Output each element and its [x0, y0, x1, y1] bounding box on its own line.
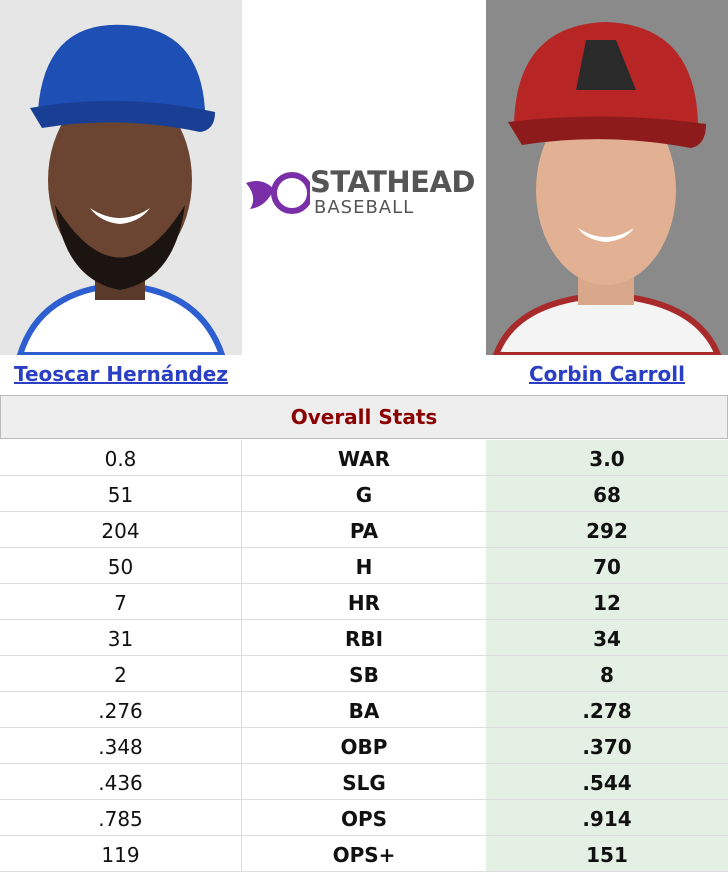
left-stat: .436 — [0, 764, 242, 799]
stat-row: 119 OPS+ 151 — [0, 836, 728, 872]
left-stat: .276 — [0, 692, 242, 727]
right-stat: 8 — [486, 656, 728, 691]
stat-row: .436 SLG .544 — [0, 764, 728, 800]
stat-label: SLG — [342, 771, 386, 795]
right-stat: 151 — [486, 836, 728, 871]
stat-row: .276 BA .278 — [0, 692, 728, 728]
stat-label: BA — [348, 699, 380, 723]
right-stat: .914 — [486, 800, 728, 835]
stat-row: 0.8 WAR 3.0 — [0, 440, 728, 476]
right-stat: .370 — [486, 728, 728, 763]
player-photo — [486, 0, 728, 355]
player-photo — [0, 0, 242, 355]
stat-label: WAR — [337, 447, 391, 471]
left-stat: .348 — [0, 728, 242, 763]
stat-row: .785 OPS .914 — [0, 800, 728, 836]
left-stat: 204 — [0, 512, 242, 547]
stathead-logo: STATHEAD BASEBALL — [244, 165, 484, 225]
stat-label: SB — [349, 663, 379, 687]
stat-row: 204 PA 292 — [0, 512, 728, 548]
left-stat: 2 — [0, 656, 242, 691]
stat-row: 51 G 68 — [0, 476, 728, 512]
stat-label: G — [355, 483, 373, 507]
player-name-link[interactable]: Corbin Carroll — [528, 362, 685, 386]
right-stat: .544 — [486, 764, 728, 799]
left-stat: 51 — [0, 476, 242, 511]
stat-label: OBP — [340, 735, 388, 759]
left-stat: 119 — [0, 836, 242, 871]
right-stat: 34 — [486, 620, 728, 655]
right-stat: 68 — [486, 476, 728, 511]
logo-icon — [246, 172, 310, 214]
left-stat: .785 — [0, 800, 242, 835]
stats-table: 0.8 WAR 3.0 51 G 68 204 PA 292 50 H 70 7 HR 12 31 RBI 34 2… — [0, 440, 728, 872]
photo-art — [486, 0, 728, 355]
stat-label: HR — [347, 591, 381, 615]
logo-subtitle: BASEBALL — [314, 197, 415, 218]
left-stat: 0.8 — [0, 440, 242, 475]
right-stat: 3.0 — [486, 440, 728, 475]
left-stat: 50 — [0, 548, 242, 583]
stat-row: .348 OBP .370 — [0, 728, 728, 764]
logo-title: STATHEAD — [310, 165, 476, 199]
left-stat: 7 — [0, 584, 242, 619]
right-stat: 12 — [486, 584, 728, 619]
stat-row: 2 SB 8 — [0, 656, 728, 692]
stat-row: 50 H 70 — [0, 548, 728, 584]
photo-art — [0, 0, 242, 355]
stat-row: 7 HR 12 — [0, 584, 728, 620]
left-stat: 31 — [0, 620, 242, 655]
player-header: STATHEAD BASEBALL Teoscar Hernández Corb… — [0, 0, 728, 394]
stat-label: OPS — [340, 807, 388, 831]
stat-label: PA — [349, 519, 379, 543]
stat-label: OPS+ — [332, 843, 396, 867]
section-title: Overall Stats — [0, 395, 728, 439]
right-stat: 70 — [486, 548, 728, 583]
stat-row: 31 RBI 34 — [0, 620, 728, 656]
stat-label: H — [355, 555, 373, 579]
right-stat: 292 — [486, 512, 728, 547]
right-stat: .278 — [486, 692, 728, 727]
player-name-link[interactable]: Teoscar Hernández — [13, 362, 229, 386]
stat-label: RBI — [344, 627, 384, 651]
